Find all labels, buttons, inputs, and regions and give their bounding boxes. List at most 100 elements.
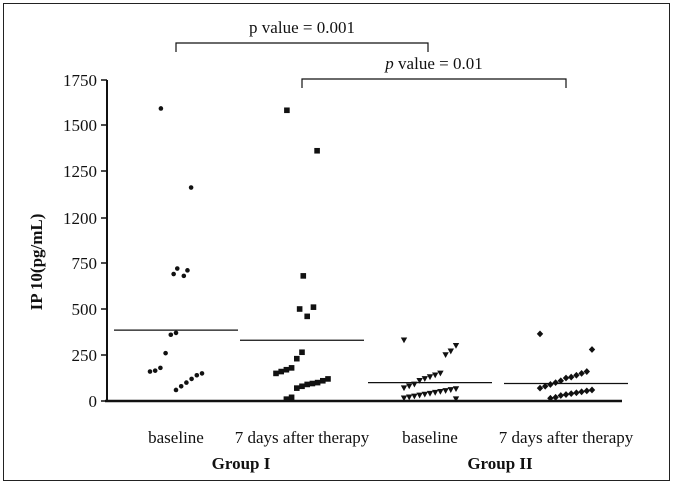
data-point — [421, 376, 428, 382]
chart-frame — [3, 3, 670, 481]
data-point — [578, 370, 585, 377]
data-point — [304, 381, 310, 388]
data-point — [588, 386, 596, 394]
data-point — [573, 371, 580, 379]
y-tick-label: 0 — [89, 392, 98, 411]
data-point — [283, 396, 290, 402]
data-point — [181, 273, 187, 279]
y-tick-label: 250 — [72, 346, 98, 365]
data-point — [442, 388, 449, 394]
data-point — [163, 350, 168, 356]
data-point — [309, 380, 316, 387]
category-labels: baseline 7 days after therapy baseline 7 da… — [148, 428, 634, 447]
data-point — [152, 368, 158, 373]
data-point — [416, 377, 423, 384]
data-point — [174, 266, 180, 271]
data-point — [437, 370, 444, 377]
data-point — [173, 330, 179, 336]
data-point — [547, 381, 554, 388]
data-point — [400, 395, 408, 402]
significance-brackets: p value = 0.001 p value = 0.01 — [175, 18, 567, 88]
data-point — [400, 337, 408, 344]
p-value-label: p value = 0.01 — [384, 54, 482, 73]
group-label: Group II — [467, 454, 533, 473]
data-point — [547, 394, 554, 402]
data-point — [426, 374, 434, 381]
data-point — [304, 313, 310, 320]
y-tick-label: 750 — [72, 254, 98, 273]
data-point — [552, 379, 559, 386]
data-point — [299, 383, 305, 390]
data-point — [442, 352, 449, 358]
group-labels: Group I Group II — [212, 454, 533, 473]
data-point — [189, 376, 194, 382]
data-point — [452, 386, 460, 393]
data-point — [437, 389, 444, 395]
axes — [101, 79, 622, 403]
data-point — [158, 365, 163, 371]
data-point — [568, 373, 575, 381]
data-point — [288, 394, 295, 401]
data-point — [568, 390, 575, 398]
data-point — [278, 368, 284, 375]
category-label: 7 days after therapy — [499, 428, 634, 447]
data-point — [536, 330, 544, 338]
data-point — [194, 372, 200, 378]
y-tick-label: 1250 — [63, 162, 97, 181]
data-point — [406, 394, 413, 401]
data-point — [288, 365, 295, 371]
data-point — [557, 377, 564, 385]
data-point — [452, 396, 460, 403]
data-point — [432, 389, 439, 396]
data-point — [447, 348, 454, 355]
data-point — [426, 390, 434, 397]
data-point — [400, 385, 408, 392]
y-tick-label: 500 — [72, 300, 98, 319]
data-point — [416, 392, 423, 399]
data-point — [314, 147, 320, 154]
y-tick-label: 1750 — [63, 71, 97, 90]
data-point — [432, 372, 439, 379]
category-label: baseline — [402, 428, 458, 447]
bracket-line — [301, 78, 567, 88]
data-point — [300, 273, 307, 279]
p-value-label: p value = 0.001 — [249, 18, 355, 37]
data-point — [273, 370, 279, 377]
data-point — [294, 355, 300, 362]
y-tick-label: 1200 — [63, 209, 97, 228]
data-point — [188, 185, 194, 190]
data-point — [171, 271, 176, 277]
y-tick-labels: 0 250 500 750 1200 1250 1500 1750 — [63, 71, 97, 411]
y-axis-label: IP 10(pg/mL) — [27, 214, 46, 311]
mean-lines — [114, 329, 628, 385]
data-point — [325, 376, 331, 382]
data-point — [168, 332, 174, 338]
category-label: baseline — [148, 428, 204, 447]
data-point — [562, 391, 570, 398]
data-point — [184, 380, 189, 385]
data-point — [557, 392, 564, 399]
data-point — [299, 349, 305, 356]
data-point — [294, 385, 300, 391]
data-points — [147, 106, 596, 403]
data-point — [421, 391, 428, 398]
data-point — [147, 369, 153, 374]
data-point — [283, 366, 290, 373]
data-point — [588, 346, 596, 353]
data-point — [296, 306, 303, 312]
data-point — [173, 387, 179, 393]
data-point — [199, 371, 205, 376]
data-point — [320, 377, 326, 384]
data-point — [583, 368, 590, 375]
data-point — [178, 383, 184, 389]
data-point — [310, 304, 317, 310]
y-tick-label: 1500 — [63, 116, 97, 135]
data-point — [578, 388, 585, 396]
data-point — [284, 107, 290, 114]
data-point — [447, 387, 454, 393]
category-label: 7 days after therapy — [235, 428, 370, 447]
data-point — [314, 379, 321, 386]
data-point — [583, 387, 590, 395]
data-point — [552, 393, 559, 401]
